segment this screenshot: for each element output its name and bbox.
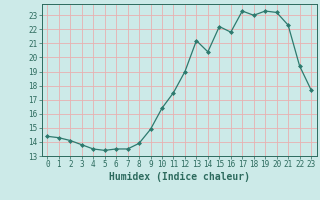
X-axis label: Humidex (Indice chaleur): Humidex (Indice chaleur): [109, 172, 250, 182]
